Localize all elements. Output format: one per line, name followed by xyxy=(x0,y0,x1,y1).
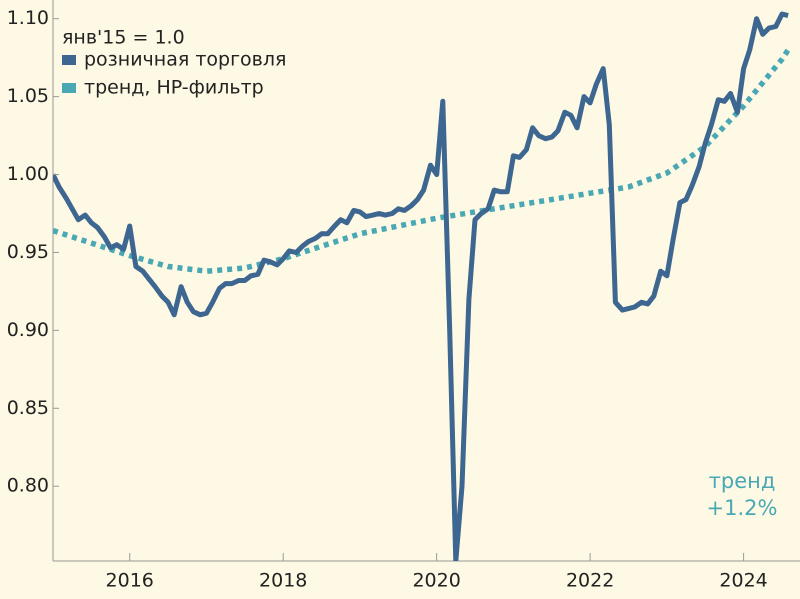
legend-swatch xyxy=(62,83,76,93)
annotation-line: тренд xyxy=(709,469,776,493)
y-tick-label: 0.85 xyxy=(7,397,49,419)
y-tick-label: 0.80 xyxy=(7,475,49,497)
data-line xyxy=(53,11,789,561)
x-tick-label: 2024 xyxy=(719,570,767,592)
y-tick-label: 1.00 xyxy=(7,163,49,185)
y-tick-label: 1.10 xyxy=(7,7,49,29)
y-tick-label: 0.95 xyxy=(7,241,49,263)
legend-label: розничная торговля xyxy=(84,49,286,71)
x-tick-label: 2018 xyxy=(259,570,307,592)
legend-label: тренд, HP-фильтр xyxy=(84,77,264,99)
legend-title: янв'15 = 1.0 xyxy=(62,27,185,49)
plot-area xyxy=(53,11,791,561)
x-tick-label: 2016 xyxy=(106,570,154,592)
data-line xyxy=(53,48,791,274)
y-tick-label: 1.05 xyxy=(7,85,49,107)
annotation-line: +1.2% xyxy=(707,496,778,520)
x-tick-label: 2022 xyxy=(566,570,614,592)
annotation: тренд +1.2% xyxy=(707,469,778,520)
y-tick-label: 0.90 xyxy=(7,319,49,341)
legend-swatch xyxy=(62,55,76,65)
x-tick-label: 2020 xyxy=(412,570,460,592)
